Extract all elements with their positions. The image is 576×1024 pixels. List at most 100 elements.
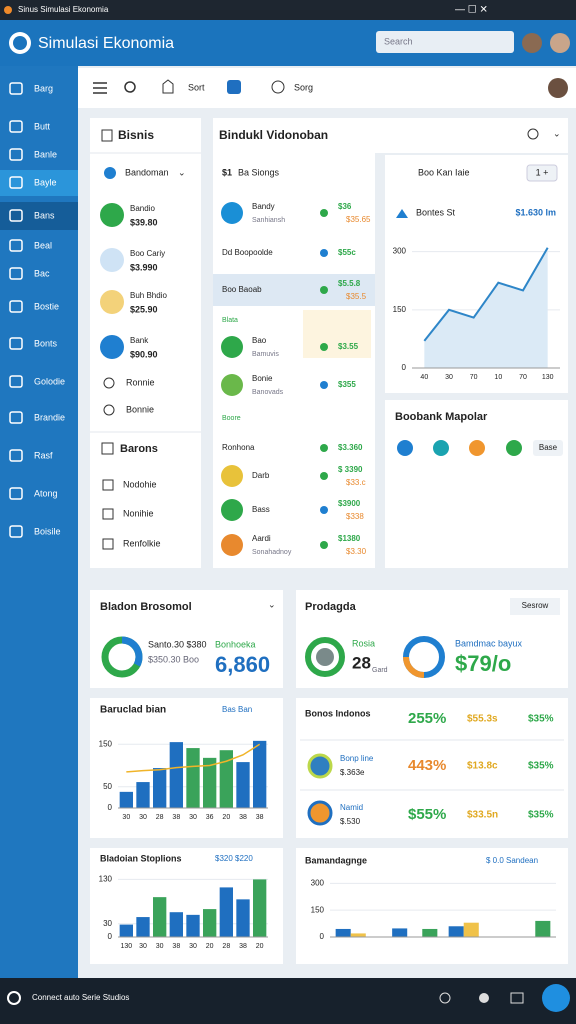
nav-icon[interactable] bbox=[9, 82, 23, 95]
link-icon bbox=[102, 479, 114, 491]
index-name: Bonp line bbox=[340, 754, 374, 763]
filter-label[interactable]: Bandoman bbox=[125, 167, 169, 177]
toolbar-icon[interactable] bbox=[271, 80, 285, 94]
nav-icon[interactable] bbox=[9, 176, 23, 189]
nav-icon[interactable] bbox=[9, 300, 23, 313]
status-icon[interactable] bbox=[510, 992, 524, 1004]
section-label: Blata bbox=[222, 317, 238, 324]
avatar[interactable] bbox=[522, 33, 542, 53]
link-label[interactable]: Bonnie bbox=[126, 404, 154, 414]
nav-label[interactable]: Bac bbox=[34, 268, 50, 278]
row-sub: Sanhiansh bbox=[252, 217, 285, 224]
nav-icon[interactable] bbox=[9, 375, 23, 388]
map-button[interactable] bbox=[533, 440, 563, 456]
index-percent: 443% bbox=[408, 757, 446, 774]
row-dot bbox=[320, 209, 328, 217]
donut-arc bbox=[403, 656, 425, 678]
x-tick-label: 20 bbox=[256, 943, 264, 950]
x-tick-label: 38 bbox=[172, 814, 180, 821]
link-label[interactable]: Renfolkie bbox=[123, 538, 161, 548]
bar bbox=[153, 768, 167, 808]
search-icon[interactable] bbox=[527, 128, 539, 140]
map-icon[interactable] bbox=[506, 440, 522, 456]
item-icon bbox=[100, 290, 124, 314]
link-label[interactable]: Nonihie bbox=[123, 508, 154, 518]
map-icon[interactable] bbox=[469, 440, 485, 456]
user-avatar[interactable] bbox=[548, 78, 568, 98]
nav-label[interactable]: Barg bbox=[34, 83, 53, 93]
nav-icon[interactable] bbox=[9, 267, 23, 280]
panel-link[interactable]: $320 $220 bbox=[215, 854, 253, 863]
row-sub: Bamuvis bbox=[252, 351, 279, 358]
chevron[interactable]: ⌄ bbox=[268, 599, 276, 609]
nav-label[interactable]: Banle bbox=[34, 149, 57, 159]
search-box[interactable] bbox=[376, 31, 514, 53]
map-icon[interactable] bbox=[433, 440, 449, 456]
index-amount: $13.8c bbox=[467, 761, 498, 772]
link-label[interactable]: Ronnie bbox=[126, 377, 155, 387]
map-icon[interactable] bbox=[397, 440, 413, 456]
status-icon[interactable] bbox=[439, 992, 451, 1004]
nav-icon[interactable] bbox=[9, 239, 23, 252]
product-value: $79/o bbox=[455, 651, 511, 676]
link-label[interactable]: Nodohie bbox=[123, 479, 157, 489]
nav-label[interactable]: Brandie bbox=[34, 412, 65, 422]
nav-label[interactable]: Boisile bbox=[34, 526, 61, 536]
nav-icon[interactable] bbox=[9, 120, 23, 133]
nav-label[interactable]: Atong bbox=[34, 488, 58, 498]
window-controls[interactable]: — ☐ ✕ bbox=[455, 5, 488, 16]
action-button[interactable] bbox=[542, 984, 570, 1012]
map-button-label[interactable]: Base bbox=[539, 443, 558, 452]
index-rate: $35% bbox=[528, 810, 554, 821]
trend-control[interactable] bbox=[526, 164, 558, 182]
nav-icon[interactable] bbox=[9, 337, 23, 350]
nav-label[interactable]: Rasf bbox=[34, 450, 53, 460]
row-icon bbox=[221, 336, 243, 358]
trend-amount: $1.630 lm bbox=[515, 207, 556, 217]
toolbar-sorg[interactable]: Sorg bbox=[294, 82, 313, 92]
search-icon[interactable] bbox=[124, 81, 136, 93]
panel-title: Boobank Mapolar bbox=[395, 411, 488, 423]
trend-control-label[interactable]: 1 + bbox=[536, 167, 549, 177]
x-tick-label: 20 bbox=[206, 943, 214, 950]
nav-icon[interactable] bbox=[9, 209, 23, 222]
area bbox=[424, 247, 548, 368]
nav-label[interactable]: Butt bbox=[34, 121, 51, 131]
x-tick-label: 38 bbox=[172, 943, 180, 950]
panel-title: Bamandagnge bbox=[305, 855, 367, 865]
chevron[interactable]: ⌄ bbox=[178, 167, 186, 177]
product-button-label[interactable]: Sesrow bbox=[522, 601, 549, 610]
nav-label[interactable]: Bostie bbox=[34, 301, 59, 311]
product-button[interactable] bbox=[510, 598, 560, 615]
nav-icon[interactable] bbox=[9, 525, 23, 538]
nav-label[interactable]: Beal bbox=[34, 240, 52, 250]
product-value: 28 bbox=[352, 653, 371, 672]
y-tick-label: 0 bbox=[320, 932, 325, 941]
nav-label[interactable]: Bans bbox=[34, 210, 55, 220]
row-dot bbox=[320, 506, 328, 514]
avatar[interactable] bbox=[550, 33, 570, 53]
x-tick-label: 28 bbox=[222, 943, 230, 950]
menu-icon[interactable] bbox=[93, 82, 107, 94]
stock-panel bbox=[90, 848, 283, 964]
map-panel bbox=[385, 400, 568, 568]
nav-icon[interactable] bbox=[9, 411, 23, 424]
row-dot bbox=[320, 541, 328, 549]
nav-label[interactable]: Bayle bbox=[34, 177, 57, 187]
panel-link[interactable]: Bas Ban bbox=[222, 705, 252, 714]
toolbar-icon[interactable] bbox=[227, 80, 241, 94]
toolbar-sort[interactable]: Sort bbox=[188, 82, 205, 92]
nav-label[interactable]: Bonts bbox=[34, 338, 58, 348]
nav-label[interactable]: Golodie bbox=[34, 376, 65, 386]
home-icon[interactable] bbox=[162, 79, 174, 94]
nav-icon[interactable] bbox=[9, 449, 23, 462]
panel-link[interactable]: $ 0.0 Sandean bbox=[486, 856, 538, 865]
bar bbox=[219, 887, 233, 937]
nav-icon[interactable] bbox=[9, 148, 23, 161]
panel-title: Bladoian Stoplions bbox=[100, 853, 182, 863]
item-name: Bandio bbox=[130, 204, 155, 213]
y-tick-label: 30 bbox=[103, 919, 112, 928]
chevron[interactable]: ⌄ bbox=[553, 128, 561, 138]
status-icon[interactable] bbox=[479, 993, 489, 1003]
nav-icon[interactable] bbox=[9, 487, 23, 500]
